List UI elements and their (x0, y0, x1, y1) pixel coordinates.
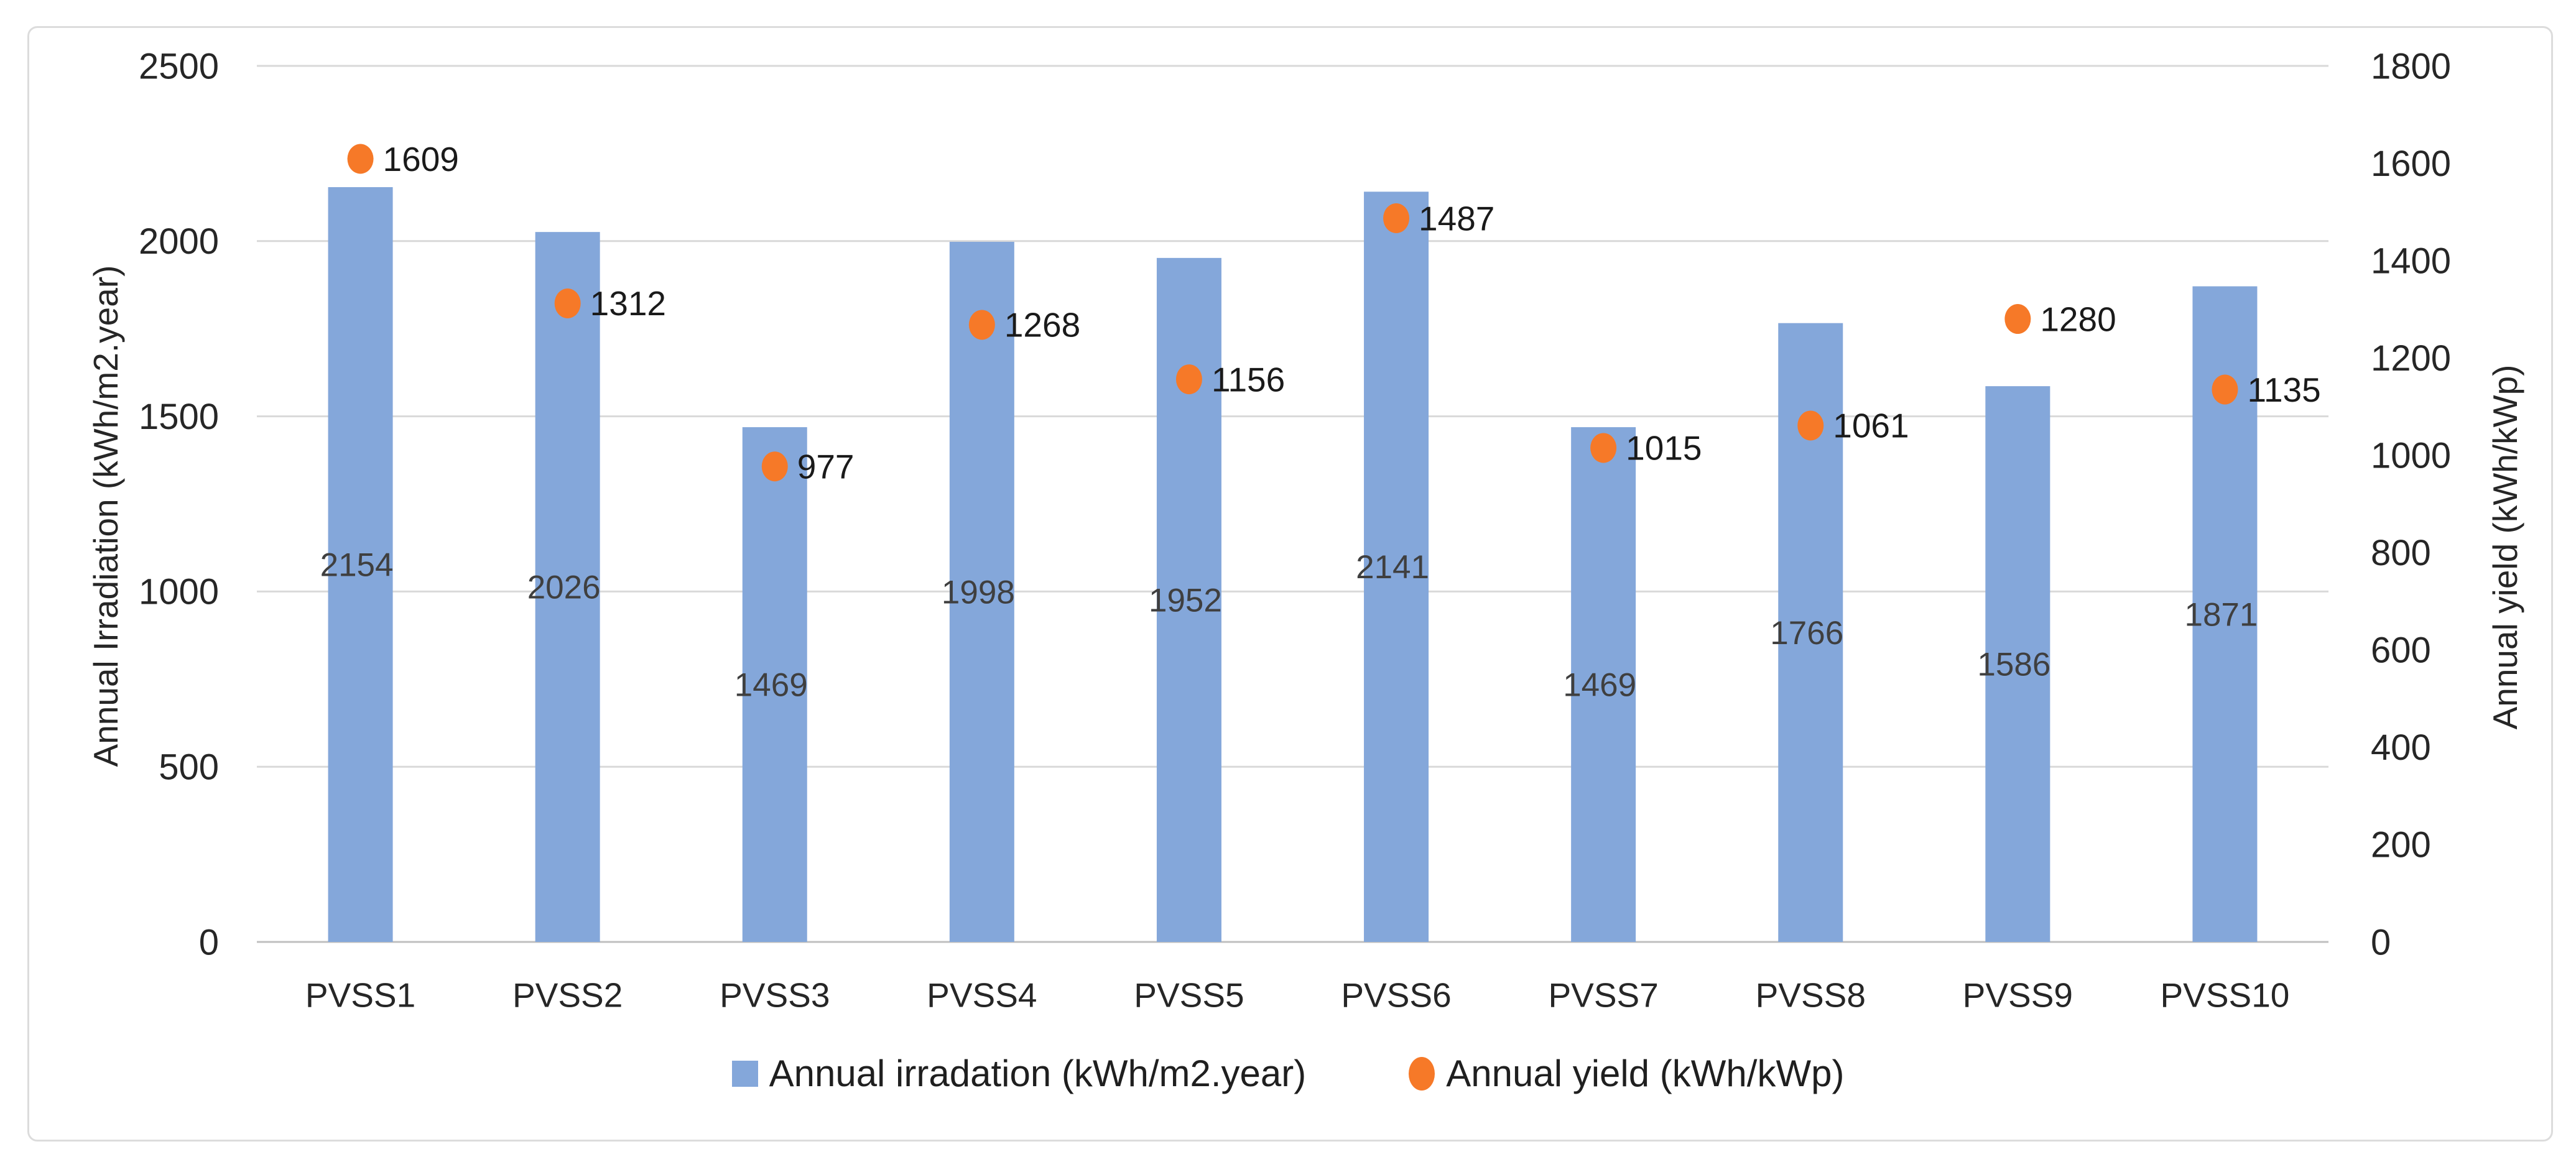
x-axis-label: PVSS3 (720, 976, 830, 1014)
x-axis-label: PVSS6 (1341, 976, 1451, 1014)
right-axis-tick: 1800 (2371, 46, 2451, 86)
legend-label-yield: Annual yield (kWh/kWp) (1446, 1053, 1845, 1094)
right-axis-tick: 600 (2371, 630, 2431, 671)
right-axis-tick: 1400 (2371, 241, 2451, 281)
bar-value-label: 1469 (1563, 667, 1636, 704)
bar-value-label: 1998 (942, 574, 1015, 611)
yield-value-label: 1015 (1626, 429, 1702, 468)
x-axis-label: PVSS5 (1134, 976, 1244, 1014)
chart-frame-border (27, 26, 2553, 1142)
left-axis-title: Annual Irradiation (kWh/m2.year) (86, 265, 125, 767)
x-axis-label: PVSS8 (1756, 976, 1866, 1014)
bar-pvss3 (742, 427, 807, 942)
bar-value-label: 2026 (527, 570, 601, 606)
x-axis-label: PVSS4 (927, 976, 1037, 1014)
x-axis-label: PVSS10 (2160, 976, 2289, 1014)
right-axis-tick: 0 (2371, 922, 2391, 962)
right-axis-tick: 1200 (2371, 338, 2451, 379)
yield-value-label: 1487 (1419, 199, 1494, 238)
yield-value-label: 1268 (1004, 306, 1080, 344)
bar-value-label: 1586 (1977, 647, 2050, 683)
yield-point-pvss10 (2212, 374, 2238, 405)
bar-value-label: 1766 (1770, 615, 1843, 652)
bar-pvss6 (1364, 191, 1429, 942)
left-axis-tick: 2500 (139, 46, 219, 86)
yield-value-label: 1280 (2040, 300, 2116, 338)
bar-value-label: 1469 (734, 667, 808, 704)
bar-pvss2 (535, 232, 600, 943)
left-axis-tick: 1500 (139, 397, 219, 437)
yield-point-pvss9 (2004, 304, 2031, 334)
bar-pvss4 (949, 241, 1014, 942)
right-axis-tick: 200 (2371, 825, 2431, 865)
left-axis-tick: 0 (199, 922, 219, 962)
right-axis-tick: 1600 (2371, 144, 2451, 184)
yield-point-pvss2 (554, 288, 581, 318)
x-axis-label: PVSS9 (1963, 976, 2073, 1014)
bar-value-label: 1952 (1149, 582, 1222, 619)
yield-value-label: 1061 (1833, 407, 1909, 445)
bar-pvss1 (328, 187, 393, 942)
right-axis-title: Annual yield (kWh/kWp) (2486, 364, 2524, 730)
left-axis-tick: 1000 (139, 572, 219, 612)
legend-item-yield: Annual yield (kWh/kWp) (1409, 1052, 1844, 1095)
right-axis-tick: 1000 (2371, 436, 2451, 476)
legend: Annual irradation (kWh/m2.year) Annual y… (0, 1052, 2576, 1095)
bar-value-label: 2141 (1356, 549, 1429, 586)
bar-series-swatch-icon (731, 1060, 758, 1087)
yield-point-pvss5 (1175, 364, 1202, 395)
legend-label-irradiation: Annual irradation (kWh/m2.year) (769, 1053, 1307, 1094)
right-axis-tick: 800 (2371, 533, 2431, 573)
yield-point-pvss4 (968, 310, 995, 340)
yield-point-pvss6 (1383, 203, 1410, 234)
x-axis-label: PVSS7 (1548, 976, 1658, 1014)
yield-value-label: 1156 (1212, 360, 1285, 399)
bar-pvss7 (1571, 427, 1636, 942)
bar-pvss9 (1985, 386, 2050, 942)
yield-value-label: 1312 (590, 284, 666, 323)
yield-point-pvss3 (761, 451, 788, 482)
right-axis-tick: 400 (2371, 727, 2431, 768)
yield-point-pvss7 (1590, 433, 1617, 463)
yield-point-pvss1 (347, 144, 374, 174)
legend-item-irradiation: Annual irradation (kWh/m2.year) (731, 1052, 1307, 1095)
x-axis-label: PVSS1 (305, 976, 415, 1014)
dot-series-swatch-icon (1409, 1056, 1435, 1091)
yield-value-label: 1609 (383, 140, 459, 178)
bar-value-label: 2154 (320, 547, 394, 584)
bar-value-label: 1871 (2184, 596, 2258, 633)
yield-value-label: 1135 (2247, 371, 2320, 409)
left-axis-tick: 500 (159, 747, 219, 788)
x-axis-label: PVSS2 (512, 976, 623, 1014)
left-axis-tick: 2000 (139, 221, 219, 262)
yield-point-pvss8 (1797, 410, 1824, 441)
yield-value-label: 977 (797, 447, 855, 486)
